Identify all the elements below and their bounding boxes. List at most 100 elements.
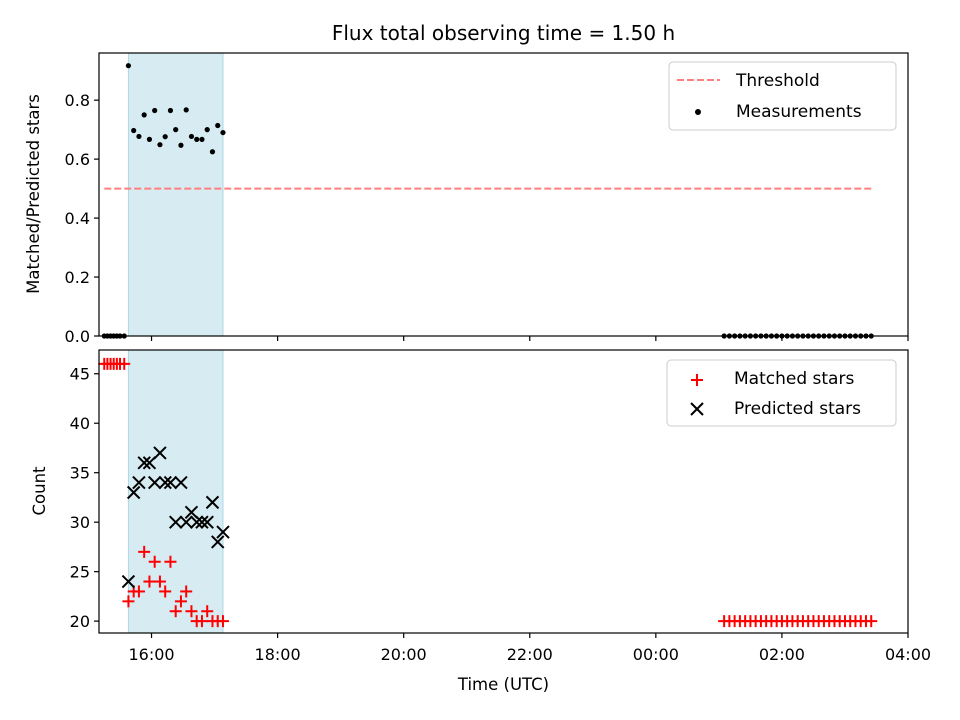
matched-star-point: [143, 575, 156, 588]
time-x-tick-label: 20:00: [381, 645, 427, 664]
legend-predicted-label: Predicted stars: [734, 399, 861, 419]
count-y-axis-label: Count: [30, 466, 49, 516]
measurement-point: [173, 127, 179, 133]
predicted-star-point: [184, 505, 199, 519]
predicted-star-point: [200, 515, 214, 529]
predicted-star-point: [142, 456, 157, 470]
count-legend: Matched stars Predicted stars: [666, 359, 897, 427]
ratio-y-ticks: 0.0 0.2 0.4 0.6 0.8: [65, 91, 99, 346]
measurement-point: [131, 127, 137, 134]
time-x-tick-label: 16:00: [128, 645, 174, 664]
measurement-point: [220, 129, 226, 136]
ratio-y-tick-label: 0.6: [65, 150, 90, 169]
legend-measurements-label: Measurements: [736, 102, 862, 122]
measurement-point: [167, 107, 174, 114]
ratio-y-axis-label: Matched/Predicted stars: [24, 94, 43, 294]
matched-star-point: [138, 545, 151, 558]
measurement-point: [157, 142, 163, 148]
time-x-tick-label: 02:00: [759, 645, 805, 664]
predicted-star-point: [158, 475, 172, 490]
count-y-tick-label: 30: [70, 513, 90, 532]
predicted-star-point: [179, 515, 193, 529]
ratio-y-tick-label: 0.0: [65, 327, 90, 346]
ratio-shade-rect: [127, 52, 224, 337]
count-y-tick-label: 20: [70, 612, 90, 631]
measurement-point: [152, 107, 158, 114]
matched-star-point: [164, 555, 177, 568]
measurement-point: [188, 133, 195, 140]
matched-star-point: [865, 615, 878, 628]
legend-threshold-label: Threshold: [735, 71, 820, 91]
count-axes-frame: [98, 349, 909, 634]
matched-star-point: [180, 585, 193, 598]
predicted-star-point: [174, 475, 188, 490]
predicted-star-point: [168, 515, 183, 529]
count-y-tick-label: 45: [70, 365, 90, 384]
time-x-axis-label: Time (UTC): [457, 675, 549, 694]
ratio-panel: 0.00.20.40.60.8 Matched/Predicted stars …: [24, 52, 909, 346]
count-observing-window: [127, 349, 224, 634]
time-x-tick-label: 04:00: [885, 645, 931, 664]
predicted-star-point: [132, 475, 146, 490]
measurement-point: [194, 136, 200, 142]
measurement-point: [146, 136, 153, 142]
legend-matched-swatch: [691, 374, 703, 386]
ratio-observing-window: [127, 52, 224, 337]
measurement-point: [209, 149, 216, 155]
matched-star-point: [185, 605, 198, 618]
count-y-tick-label: 25: [70, 563, 90, 582]
matched-star-point: [216, 615, 229, 628]
count-panel: 20 25 30 35 40 45 16:00 18:00 20:00 22:00 00:00 02…: [30, 349, 931, 694]
matched-star-point: [159, 585, 172, 598]
measurement-point: [199, 136, 205, 142]
ratio-y-tick-label: 0.8: [65, 91, 90, 110]
time-x-tick-label: 22:00: [507, 645, 553, 664]
legend-matched-label: Matched stars: [734, 369, 854, 389]
count-legend-box: [666, 359, 897, 427]
predicted-star-point: [205, 495, 220, 510]
predicted-star-point: [211, 535, 225, 549]
ratio-axes-frame: [98, 52, 909, 337]
matched-star-point: [132, 585, 145, 598]
ratio-y-tick-label: 0.2: [65, 268, 90, 287]
count-y-tick-label: 40: [70, 414, 90, 433]
measurement-point: [136, 133, 142, 140]
matched-stars-points: [98, 357, 878, 628]
predicted-star-point: [121, 574, 136, 589]
measurement-point: [204, 127, 210, 133]
predicted-star-point: [153, 446, 167, 460]
measurement-point: [178, 142, 184, 148]
measurement-point: [183, 107, 189, 113]
time-x-tick-label: 18:00: [255, 645, 301, 664]
measurement-point: [141, 112, 147, 118]
count-y-tick-label: 35: [70, 464, 90, 483]
chart-title: Flux total observing time = 1.50 h: [332, 21, 675, 45]
predicted-star-point: [137, 456, 151, 470]
predicted-star-point: [147, 475, 162, 490]
predicted-star-point: [195, 515, 209, 529]
time-x-tick-label: 00:00: [633, 645, 679, 664]
measurement-point: [215, 122, 221, 129]
legend-measurements-swatch: [695, 109, 701, 115]
time-x-ticks: 16:00 18:00 20:00 22:00 00:00 02:00 04:00: [128, 633, 931, 664]
ratio-legend: Threshold Measurements: [668, 61, 897, 131]
measurement-point: [125, 63, 132, 69]
predicted-stars-points: [121, 446, 230, 589]
ratio-legend-box: [668, 61, 897, 131]
matched-star-point: [174, 595, 187, 608]
ratio-y-tick-label: 0.4: [65, 209, 90, 228]
matched-star-point: [195, 615, 208, 628]
legend-predicted-swatch: [690, 402, 704, 416]
measurement-point: [162, 134, 168, 140]
count-y-ticks: 20 25 30 35 40 45: [70, 365, 99, 631]
ratio-x-ticks: [150, 336, 909, 341]
matched-star-point: [201, 605, 214, 618]
predicted-star-point: [163, 475, 178, 490]
predicted-star-point: [126, 485, 141, 500]
count-shade-rect: [127, 349, 224, 634]
predicted-star-point: [190, 515, 204, 529]
matched-star-point: [169, 605, 182, 618]
predicted-star-point: [216, 525, 230, 539]
matched-star-point: [122, 595, 135, 608]
